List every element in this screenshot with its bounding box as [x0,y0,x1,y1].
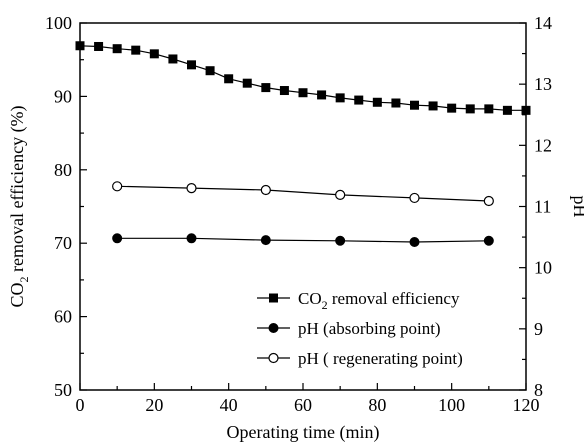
data-point [131,45,141,55]
data-point [335,189,346,200]
legend-label-post: removal efficiency [328,289,460,308]
data-point [335,93,345,103]
data-point [317,90,327,100]
data-point [447,103,457,113]
data-point [502,105,512,115]
data-point [149,49,159,59]
x-axis-title: Operating time (min) [227,422,380,443]
data-point [279,86,289,96]
series-layer [75,41,531,247]
y2-tick-label: 9 [534,319,543,339]
data-point [186,233,197,244]
data-point [483,195,494,207]
y2-tick-label: 12 [534,135,552,155]
y2-tick-label: 14 [534,13,552,33]
y-tick-label: 80 [54,160,72,180]
series-3 [112,181,494,207]
data-point [409,192,420,204]
data-point [484,104,494,114]
data-point [186,183,197,194]
data-point [391,98,401,108]
data-point [268,352,279,364]
data-point [112,44,122,54]
data-point [242,78,252,88]
y2-tick-label: 11 [534,197,551,217]
x-tick-label: 120 [513,395,540,415]
y-axis-title-sub: 2 [17,277,31,283]
series-2 [112,233,494,247]
data-point [112,233,123,244]
x-tick-label: 80 [368,395,386,415]
data-point [409,236,420,247]
data-point [372,97,382,107]
y2-tick-label: 13 [534,74,552,94]
legend-label: pH (absorbing point) [298,319,441,338]
data-point [483,235,494,246]
data-point [94,41,104,51]
legend-label: pH ( regenerating point) [298,349,463,368]
y2-tick-label: 10 [534,258,552,278]
x-tick-label: 40 [220,395,238,415]
series-line [117,185,489,202]
data-point [112,181,123,192]
y-tick-label: 50 [54,380,72,400]
data-point [260,235,271,246]
x-tick-label: 0 [76,395,85,415]
y2-tick-label: 8 [534,380,543,400]
x-axis: 0 20 40 60 80 100 120 [76,383,540,415]
y-axis-right: 8 9 10 11 12 13 14 [519,13,552,400]
data-point [465,104,475,114]
data-point [410,100,419,110]
data-point [298,88,308,98]
y-tick-label: 90 [54,86,72,106]
y-tick-label: 100 [45,13,72,33]
data-point [428,101,438,111]
series-line [117,237,489,243]
y-tick-label: 70 [54,233,72,253]
data-point [168,54,178,64]
x-tick-label: 20 [145,395,163,415]
legend-item-3: pH ( regenerating point) [257,349,463,368]
data-point [224,74,234,84]
y-axis-title-pre: CO [7,283,27,308]
y-tick-label: 60 [54,307,72,327]
data-point [205,66,215,76]
y-axis-title-post: removal efficiency (%) [7,105,28,276]
series-1 [75,41,531,115]
x-tick-label: 60 [294,395,312,415]
legend-label-sub: 2 [322,298,328,312]
data-point [268,323,279,333]
y-axis-title-right: pH [570,196,584,218]
data-point [335,235,346,246]
y-axis-title-left: CO2 removal efficiency (%) [7,105,31,307]
data-point [269,293,278,303]
legend: CO2 removal efficiency pH (absorbing poin… [257,289,463,368]
x-tick-label: 100 [438,395,465,415]
legend-label: CO2 removal efficiency [298,289,460,312]
legend-item-1: CO2 removal efficiency [257,289,460,312]
legend-label-pre: CO [298,289,322,308]
data-point [260,184,271,196]
series-line [79,45,526,111]
data-point [261,83,271,93]
data-point [354,95,364,105]
y-axis-left: 50 60 70 80 90 100 [45,13,87,400]
legend-item-2: pH (absorbing point) [257,319,441,338]
data-point [187,60,196,70]
